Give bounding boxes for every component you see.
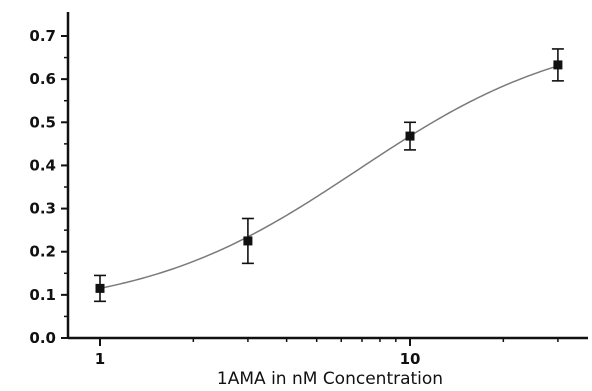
axes (66, 12, 588, 340)
data-point (404, 121, 416, 151)
data-marker (405, 131, 415, 141)
data-marker (95, 283, 105, 293)
fit-curve (99, 65, 559, 290)
x-axis-title: 1AMA in nM Concentration (217, 369, 443, 389)
x-tick-label: 10 (400, 350, 421, 368)
data-point (94, 274, 106, 303)
y-tick-label: 0.2 (29, 243, 56, 261)
data-points (94, 48, 564, 303)
x-axis-ticks: 1 10 (95, 338, 559, 368)
data-point (551, 48, 564, 82)
y-tick-label: 0.5 (29, 113, 56, 131)
data-marker (243, 236, 253, 246)
x-tick-label: 1 (95, 350, 105, 368)
data-point (241, 217, 254, 265)
y-tick-label: 0.0 (29, 329, 56, 347)
y-tick-label: 0.4 (29, 156, 56, 174)
data-marker (553, 60, 563, 70)
y-tick-label: 0.1 (29, 286, 56, 304)
y-tick-label: 0.6 (29, 70, 56, 88)
y-tick-label: 0.3 (29, 200, 56, 218)
y-tick-label: 0.7 (29, 27, 56, 45)
y-axis-ticks: 0.0 0.1 0.2 0.3 0.4 0.5 0.6 0.7 (29, 27, 68, 347)
